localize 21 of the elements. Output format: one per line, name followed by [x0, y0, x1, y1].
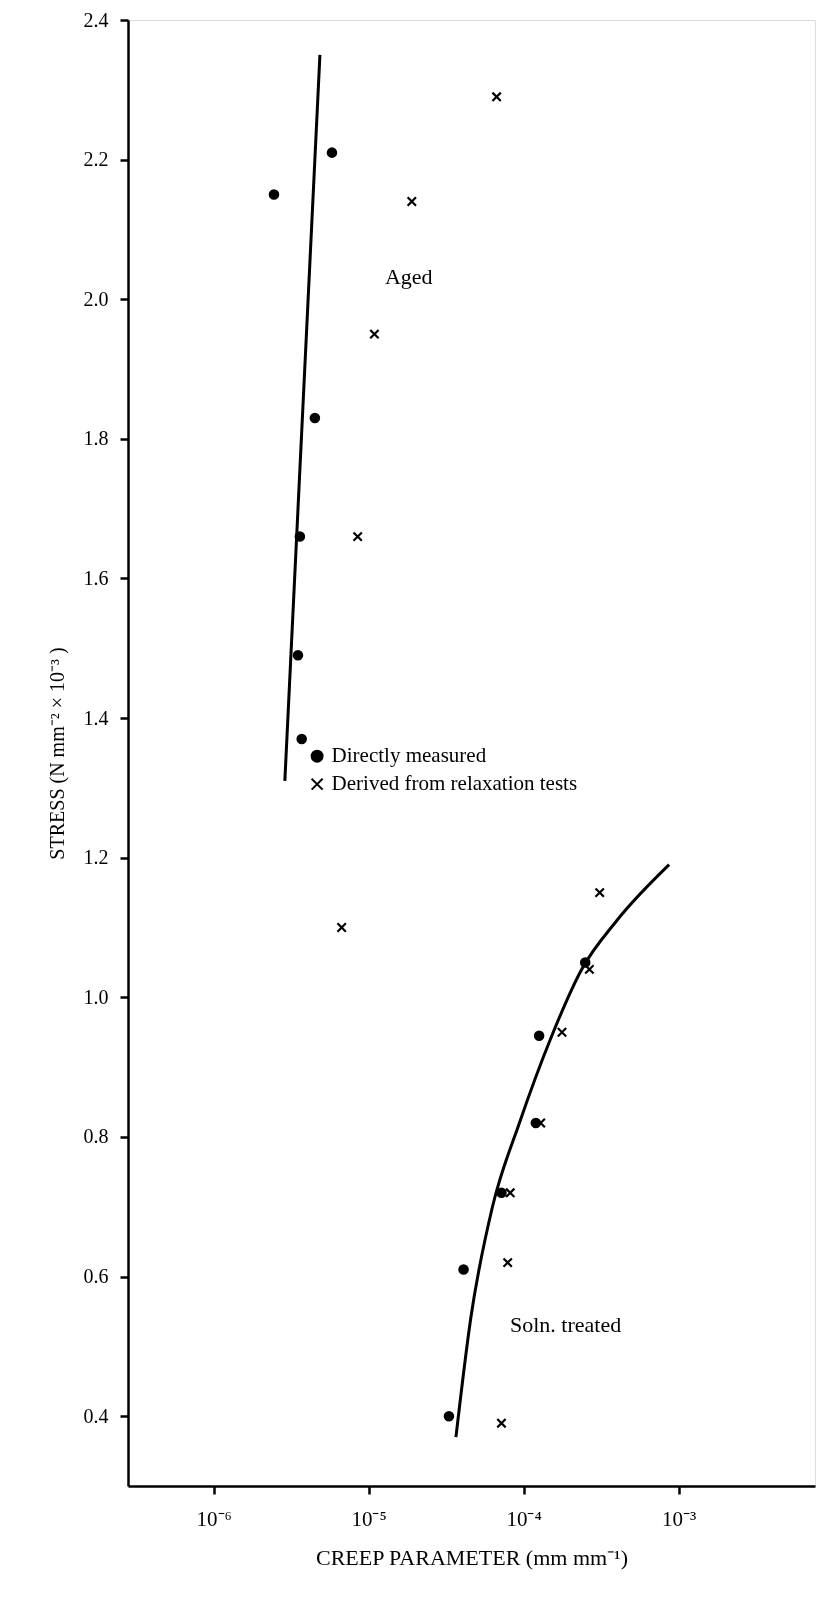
y-tick-label: 1.0: [83, 985, 109, 1008]
x-tick-label: 10⁻⁶: [196, 1506, 232, 1531]
y-tick-label: 2.4: [83, 8, 109, 31]
y-axis-title: STRESS (N mm⁻² × 10⁻³ ): [45, 647, 69, 860]
y-tick-label: 1.6: [83, 566, 109, 589]
x-tick-label: 10⁻³: [661, 1506, 697, 1531]
annotation: Aged: [384, 263, 433, 289]
y-tick-label: 2.2: [83, 148, 109, 171]
y-tick-label: 0.4: [83, 1404, 109, 1427]
x-tick-label: 10⁻⁵: [351, 1506, 387, 1531]
x-axis-title: CREEP PARAMETER (mm mm⁻¹): [315, 1544, 629, 1570]
y-tick-label: 1.4: [83, 706, 109, 729]
y-tick-label: 0.8: [83, 1125, 109, 1148]
legend-label: Derived from relaxation tests: [331, 771, 578, 796]
annotation: Soln. treated: [509, 1311, 622, 1337]
x-tick-label: 10⁻⁴: [506, 1506, 542, 1531]
y-tick-label: 1.8: [83, 427, 109, 450]
y-tick-label: 2.0: [83, 287, 109, 310]
legend-label: Directly measured: [331, 743, 487, 768]
y-tick-label: 0.6: [83, 1265, 109, 1288]
y-tick-label: 1.2: [83, 846, 109, 869]
